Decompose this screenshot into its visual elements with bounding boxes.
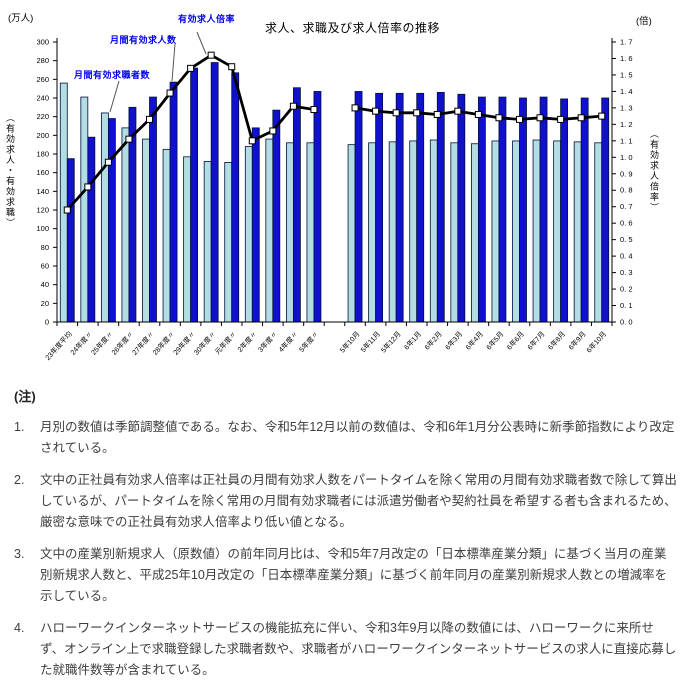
svg-text:20: 20 (41, 299, 49, 308)
svg-text:260: 260 (36, 75, 49, 84)
seekers-annotation-label: 月間有効求職者数 (74, 70, 151, 80)
svg-text:6年9月: 6年9月 (566, 329, 587, 351)
svg-text:0. 8: 0. 8 (620, 186, 633, 195)
svg-text:6年1月: 6年1月 (402, 329, 423, 351)
svg-text:120: 120 (36, 206, 49, 215)
svg-text:1. 4: 1. 4 (620, 87, 633, 96)
svg-text:300: 300 (36, 38, 49, 47)
svg-text:2年度〃: 2年度〃 (235, 329, 258, 354)
notes-section: (注) 1. 月別の数値は季節調整値である。なお、令和5年12月以前の数値は、令… (0, 380, 694, 681)
svg-text:1. 0: 1. 0 (620, 153, 633, 162)
svg-text:3年度〃: 3年度〃 (256, 329, 279, 354)
svg-text:0. 0: 0. 0 (620, 318, 633, 327)
svg-text:6年5月: 6年5月 (484, 329, 505, 351)
note-item: 2. 文中の正社員有効求人倍率は正社員の月間有効求人数をパートタイムを除く常用の… (14, 470, 678, 533)
svg-text:180: 180 (36, 150, 49, 159)
y-axis-left: 0 20 40 60 80 100 120 140 160 180 200 220 240 260 280 3… (36, 38, 57, 327)
chart-canvas: 0 20 40 60 80 100 120 140 160 180 200 220 240 260 280 3… (36, 31, 633, 362)
axes (56, 38, 613, 323)
note-number: 1. (14, 420, 25, 434)
svg-text:0. 2: 0. 2 (620, 285, 633, 294)
page: { "chart": { "title": "求人、求職及び求人倍率の推移", … (5, 13, 677, 677)
svg-text:240: 240 (36, 94, 49, 103)
svg-text:0. 9: 0. 9 (620, 169, 633, 178)
svg-text:5年度〃: 5年度〃 (297, 329, 320, 354)
note-number: 2. (14, 473, 25, 487)
note-text: 月別の数値は季節調整値である。なお、令和5年12月以前の数値は、令和6年1月分公… (40, 420, 675, 455)
svg-text:4年度〃: 4年度〃 (277, 329, 300, 354)
note-item: 4. ハローワークインターネットサービスの機能拡充に伴い、令和3年9月以降の数値… (14, 618, 678, 681)
left-axis-name: （有効求人・有効求職） (5, 113, 15, 229)
svg-text:160: 160 (36, 168, 49, 177)
note-text: ハローワークインターネットサービスの機能拡充に伴い、令和3年9月以降の数値には、… (40, 621, 677, 677)
svg-text:23年度平均: 23年度平均 (43, 329, 74, 362)
note-text: 文中の正社員有効求人倍率は正社員の月間有効求人数をパートタイムを除く常用の月間有… (40, 473, 677, 529)
ratio-annotation-label: 有効求人倍率 (178, 14, 236, 24)
annotation-leader-lines (109, 31, 207, 113)
svg-text:1. 2: 1. 2 (620, 120, 633, 129)
svg-text:140: 140 (36, 187, 49, 196)
svg-text:1. 3: 1. 3 (620, 103, 633, 112)
right-axis-name: （有効求人倍率） (649, 129, 659, 213)
chart-title: 求人、求職及び求人倍率の推移 (265, 21, 441, 35)
svg-text:0. 6: 0. 6 (620, 219, 633, 228)
bars-openings (66, 62, 610, 323)
svg-text:6年10月: 6年10月 (584, 329, 608, 354)
svg-text:1. 6: 1. 6 (620, 54, 633, 63)
note-number: 3. (14, 547, 25, 561)
x-axis-ticks (56, 322, 613, 326)
svg-text:100: 100 (36, 224, 49, 233)
svg-text:5年10月: 5年10月 (338, 329, 362, 354)
svg-text:0. 1: 0. 1 (620, 301, 633, 310)
ratio-markers (63, 51, 606, 214)
svg-text:6年4月: 6年4月 (464, 329, 485, 351)
svg-text:元年度〃: 元年度〃 (213, 329, 238, 356)
openings-annotation-label: 月間有効求人数 (110, 35, 177, 45)
note-number: 4. (14, 621, 25, 635)
svg-text:6年6月: 6年6月 (505, 329, 526, 351)
y-axis-right: 0. 0 0. 1 0. 2 0. 3 0. 4 0. 5 0. 6 0. 7 0. 8 0. 9… (612, 38, 633, 327)
svg-text:200: 200 (36, 131, 49, 140)
note-item: 1. 月別の数値は季節調整値である。なお、令和5年12月以前の数値は、令和6年1… (14, 417, 678, 459)
notes-heading: (注) (14, 389, 36, 404)
right-axis-unit: (倍) (636, 16, 652, 27)
svg-text:220: 220 (36, 112, 49, 121)
svg-text:1. 7: 1. 7 (620, 38, 633, 47)
svg-text:6年8月: 6年8月 (546, 329, 567, 351)
svg-text:80: 80 (41, 243, 49, 252)
svg-text:0. 4: 0. 4 (620, 252, 633, 261)
svg-text:0. 5: 0. 5 (620, 235, 633, 244)
svg-text:6年3月: 6年3月 (443, 329, 464, 351)
svg-text:0. 3: 0. 3 (620, 268, 633, 277)
svg-text:5年12月: 5年12月 (379, 329, 403, 354)
x-axis-labels: 23年度平均24年度〃25年度〃26年度〃27年度〃28年度〃29年度〃30年度… (43, 329, 608, 362)
chart-region: 0 20 40 60 80 100 120 140 160 180 200 220 240 260 280 3… (5, 13, 659, 362)
svg-text:6年2月: 6年2月 (422, 329, 443, 351)
note-item: 3. 文中の産業別新規求人（原数値）の前年同月比は、令和5年7月改定の「日本標準… (14, 544, 678, 607)
svg-text:6年7月: 6年7月 (525, 329, 546, 351)
svg-text:1. 1: 1. 1 (620, 136, 633, 145)
left-axis-unit: (万人) (8, 13, 34, 24)
svg-text:30年度〃: 30年度〃 (192, 329, 218, 356)
svg-text:5年11月: 5年11月 (359, 329, 383, 354)
svg-text:0: 0 (45, 318, 49, 327)
svg-text:0. 7: 0. 7 (620, 202, 633, 211)
note-text: 文中の産業別新規求人（原数値）の前年同月比は、令和5年7月改定の「日本標準産業分… (40, 547, 668, 603)
svg-text:40: 40 (41, 280, 49, 289)
svg-text:1. 5: 1. 5 (620, 70, 633, 79)
svg-text:60: 60 (41, 262, 49, 271)
svg-text:280: 280 (36, 56, 49, 65)
